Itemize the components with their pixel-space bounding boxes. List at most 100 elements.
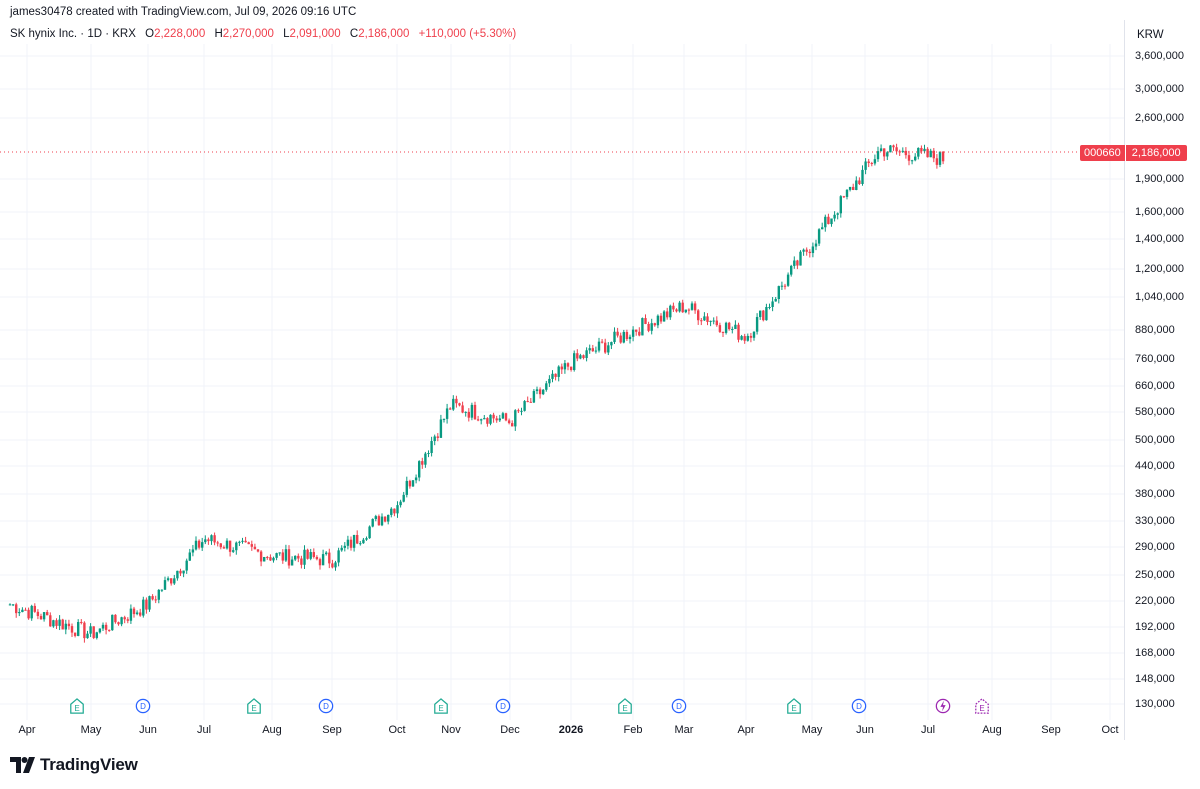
candle-body bbox=[724, 322, 728, 333]
candle-body bbox=[538, 389, 542, 395]
candle-body bbox=[607, 345, 610, 353]
candle-body bbox=[554, 373, 557, 377]
earnings-event-icon[interactable]: E bbox=[433, 697, 449, 715]
time-axis-tick: Aug bbox=[982, 724, 1002, 736]
candle-body bbox=[244, 540, 247, 543]
candle-body bbox=[464, 411, 467, 413]
candle-body bbox=[669, 305, 672, 318]
candle-body bbox=[64, 623, 67, 630]
candle-body bbox=[250, 544, 253, 547]
candle-body bbox=[8, 604, 12, 606]
candle-body bbox=[414, 477, 418, 481]
earnings-event-icon[interactable]: E bbox=[69, 697, 85, 715]
time-axis-tick: Oct bbox=[1101, 724, 1119, 736]
svg-text:E: E bbox=[251, 704, 256, 713]
candle-body bbox=[123, 617, 126, 620]
price-axis-tick: 3,600,000 bbox=[1135, 50, 1184, 62]
candle-body bbox=[523, 401, 526, 411]
dividend-event-icon[interactable]: D bbox=[851, 697, 867, 715]
candle-body bbox=[852, 186, 855, 190]
candle-body bbox=[359, 543, 362, 545]
time-axis-tick: Jul bbox=[196, 724, 212, 736]
candle-body bbox=[917, 147, 920, 157]
candle-body bbox=[889, 145, 892, 153]
candle-body bbox=[734, 324, 737, 329]
symbol-name[interactable]: SK hynix Inc. · 1D · KRX bbox=[10, 28, 136, 40]
candle-body bbox=[793, 260, 796, 266]
price-axis-tick: 1,900,000 bbox=[1135, 173, 1184, 185]
candle-body bbox=[300, 558, 303, 565]
dividend-event-icon[interactable]: D bbox=[135, 697, 151, 715]
price-axis-tick: 290,000 bbox=[1135, 541, 1175, 553]
candle-body bbox=[281, 552, 284, 561]
candle-body bbox=[542, 389, 545, 395]
candle-body bbox=[848, 186, 852, 190]
candle-body bbox=[678, 302, 681, 312]
price-axis-tick: 3,000,000 bbox=[1135, 83, 1184, 95]
price-chart[interactable] bbox=[0, 44, 1124, 720]
candle-body bbox=[489, 414, 492, 424]
price-axis[interactable]: 3,600,000 3,000,000 2,600,000 1,900,000 1,60… bbox=[1125, 0, 1200, 740]
candle-body bbox=[213, 535, 216, 543]
dividend-event-icon[interactable]: D bbox=[671, 697, 687, 715]
tradingview-brand[interactable]: TradingView bbox=[10, 755, 138, 775]
svg-text:E: E bbox=[74, 704, 79, 713]
price-axis-tick: 440,000 bbox=[1135, 460, 1175, 472]
last-price-tag: 000660 2,186,000 bbox=[1080, 145, 1187, 161]
candle-body bbox=[867, 161, 870, 164]
candle-body bbox=[142, 599, 145, 616]
candle-body bbox=[483, 418, 486, 420]
candle-body bbox=[331, 563, 334, 568]
time-axis-tick: Apr bbox=[18, 724, 36, 736]
candle-body bbox=[315, 556, 319, 560]
price-axis-tick: 192,000 bbox=[1135, 621, 1175, 633]
candle-body bbox=[104, 624, 108, 630]
svg-text:D: D bbox=[856, 702, 862, 711]
svg-text:D: D bbox=[140, 702, 146, 711]
candle-body bbox=[290, 559, 294, 566]
candle-body bbox=[247, 542, 250, 545]
open-value: 2,228,000 bbox=[154, 28, 206, 40]
price-axis-tick: 1,040,000 bbox=[1135, 291, 1184, 303]
earnings-event-icon[interactable]: E bbox=[974, 697, 990, 715]
candle-body bbox=[532, 391, 536, 403]
candle-body bbox=[786, 274, 790, 286]
candle-body bbox=[907, 155, 911, 161]
candle-body bbox=[864, 161, 867, 170]
candle-body bbox=[755, 317, 759, 332]
split-event-icon[interactable] bbox=[935, 697, 951, 715]
candle-body bbox=[368, 526, 371, 539]
candle-body bbox=[870, 163, 873, 165]
time-axis-tick: Dec bbox=[500, 724, 520, 736]
candle-body bbox=[439, 419, 443, 438]
candle-body bbox=[154, 599, 157, 601]
close-value: 2,186,000 bbox=[358, 28, 410, 40]
candle-body bbox=[312, 552, 315, 557]
candle-body bbox=[219, 543, 222, 548]
candle-body bbox=[11, 604, 15, 606]
candle-body bbox=[235, 542, 238, 551]
earnings-event-icon[interactable]: E bbox=[617, 697, 633, 715]
candle-body bbox=[436, 436, 439, 438]
candle-body bbox=[904, 150, 908, 156]
earnings-event-icon[interactable]: E bbox=[786, 697, 802, 715]
low-label: L bbox=[283, 28, 290, 40]
earnings-event-icon[interactable]: E bbox=[246, 697, 262, 715]
time-axis-tick: Jun bbox=[139, 724, 157, 736]
currency-label[interactable]: KRW bbox=[1137, 29, 1164, 41]
price-axis-tick: 330,000 bbox=[1135, 515, 1175, 527]
time-axis-tick: Oct bbox=[388, 724, 406, 736]
candle-body bbox=[269, 557, 272, 561]
candle-body bbox=[337, 550, 340, 563]
time-axis-tick: Jun bbox=[856, 724, 874, 736]
candle-body bbox=[845, 189, 849, 197]
price-axis-tick: 2,600,000 bbox=[1135, 112, 1184, 124]
symbol-legend[interactable]: SK hynix Inc. · 1D · KRX O2,228,000 H2,2… bbox=[10, 28, 516, 40]
candle-body bbox=[321, 554, 325, 566]
time-axis[interactable]: Apr May Jun Jul Aug Sep Oct Nov Dec 2026 Feb Mar Apr… bbox=[0, 720, 1124, 740]
candle-body bbox=[52, 620, 55, 627]
candle-body bbox=[42, 612, 46, 620]
dividend-event-icon[interactable]: D bbox=[318, 697, 334, 715]
dividend-event-icon[interactable]: D bbox=[495, 697, 511, 715]
